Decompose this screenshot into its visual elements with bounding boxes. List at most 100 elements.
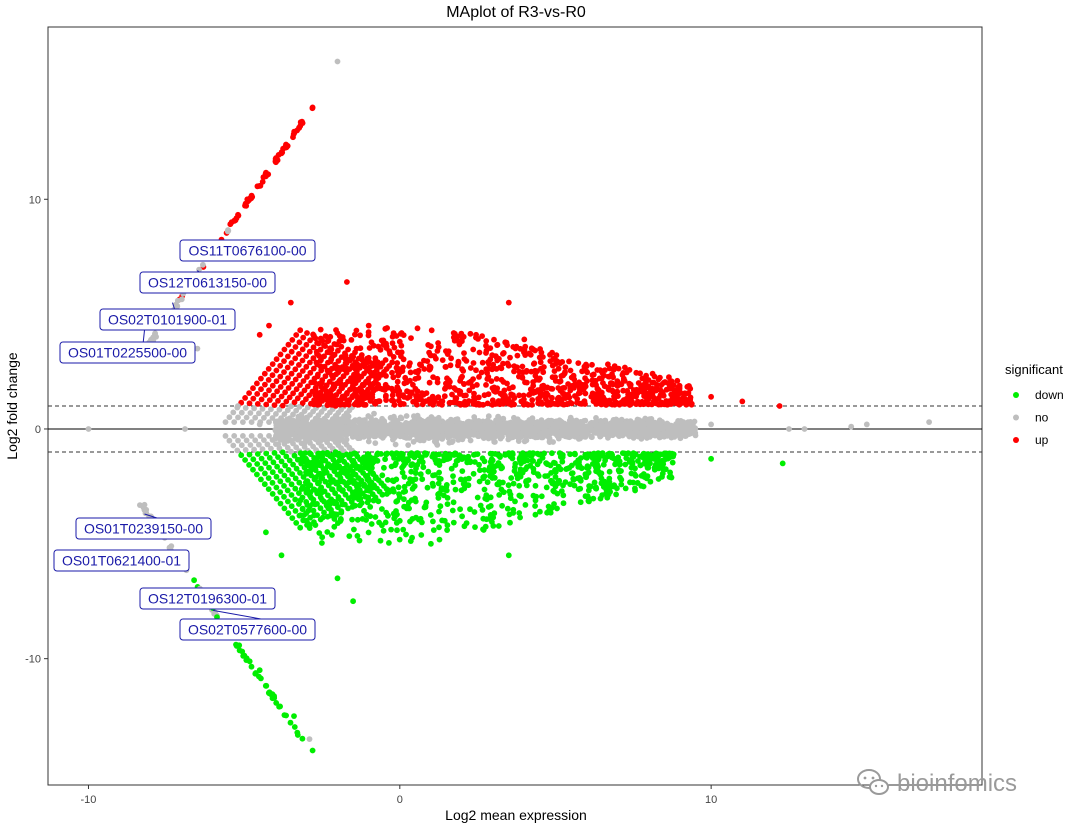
point-down bbox=[414, 462, 421, 468]
point-down bbox=[592, 485, 599, 491]
point-down bbox=[274, 463, 280, 470]
point-up bbox=[258, 375, 264, 382]
point-up bbox=[483, 350, 489, 356]
point-up bbox=[590, 371, 597, 378]
point-down bbox=[617, 474, 623, 481]
point-no bbox=[473, 419, 479, 426]
point-no bbox=[200, 261, 206, 268]
point-up bbox=[338, 343, 345, 350]
point-down bbox=[292, 485, 299, 492]
point-no bbox=[380, 431, 387, 437]
point-up bbox=[365, 332, 372, 339]
point-up bbox=[491, 336, 497, 343]
point-down bbox=[297, 470, 303, 476]
point-no bbox=[278, 436, 284, 443]
point-no bbox=[274, 433, 281, 439]
point-up bbox=[493, 354, 500, 361]
point-no bbox=[533, 427, 540, 434]
point-down bbox=[665, 452, 671, 458]
point-up bbox=[246, 390, 253, 396]
point-up bbox=[677, 389, 683, 396]
point-down bbox=[669, 459, 676, 466]
gene-label: OS01T0239150-00 bbox=[75, 513, 212, 540]
point-up bbox=[299, 400, 306, 406]
point-down bbox=[262, 682, 269, 689]
point-no bbox=[483, 419, 489, 425]
point-down bbox=[505, 482, 512, 489]
point-down bbox=[254, 461, 261, 467]
point-up bbox=[574, 396, 581, 402]
point-up bbox=[303, 341, 310, 348]
point-up bbox=[349, 393, 356, 399]
point-down bbox=[261, 481, 268, 488]
point-up bbox=[398, 349, 405, 356]
point-down bbox=[492, 451, 499, 457]
point-down bbox=[634, 480, 641, 486]
point-no bbox=[248, 433, 255, 439]
point-up bbox=[369, 394, 376, 401]
point-down bbox=[457, 506, 463, 513]
point-up bbox=[606, 386, 613, 393]
point-up bbox=[412, 369, 419, 375]
point-down bbox=[306, 462, 312, 469]
point-up bbox=[290, 390, 296, 397]
point-up bbox=[333, 341, 340, 348]
x-axis-label: Log2 mean expression bbox=[445, 807, 587, 823]
point-down bbox=[388, 526, 394, 533]
point-up bbox=[430, 374, 436, 380]
point-no bbox=[332, 423, 339, 429]
point-up bbox=[650, 394, 657, 401]
point-up bbox=[620, 370, 627, 376]
point-up bbox=[485, 391, 492, 398]
point-no bbox=[471, 414, 478, 420]
point-down bbox=[517, 514, 523, 521]
point-down bbox=[467, 458, 474, 465]
point-up bbox=[294, 395, 301, 402]
point-no bbox=[549, 421, 556, 428]
point-down bbox=[349, 493, 355, 500]
point-no bbox=[637, 430, 644, 437]
point-down bbox=[293, 520, 300, 526]
point-no bbox=[430, 429, 436, 435]
point-up bbox=[289, 380, 296, 387]
point-up bbox=[265, 377, 272, 383]
point-down bbox=[417, 471, 424, 478]
point-down bbox=[366, 483, 373, 490]
point-no bbox=[451, 428, 458, 434]
gene-label-text: OS12T0196300-01 bbox=[148, 591, 267, 607]
legend-entry-down: down bbox=[1035, 388, 1064, 402]
point-down bbox=[435, 491, 441, 498]
point-no bbox=[391, 428, 398, 435]
point-up bbox=[450, 330, 457, 336]
point-no bbox=[372, 433, 379, 440]
point-down bbox=[436, 524, 442, 531]
point-up bbox=[354, 361, 361, 368]
point-no bbox=[671, 434, 678, 440]
point-down bbox=[516, 482, 523, 489]
point-up bbox=[633, 369, 640, 376]
point-up bbox=[568, 374, 575, 381]
point-up bbox=[627, 381, 634, 388]
point-no bbox=[264, 410, 271, 417]
point-no bbox=[524, 422, 531, 428]
point-down bbox=[551, 501, 557, 507]
point-up bbox=[527, 386, 534, 393]
point-up bbox=[294, 127, 300, 134]
point-up bbox=[310, 344, 317, 351]
point-up bbox=[313, 385, 319, 391]
point-no bbox=[273, 411, 279, 417]
point-down bbox=[385, 512, 391, 519]
point-up bbox=[250, 385, 256, 392]
point-down bbox=[317, 505, 324, 512]
point-up bbox=[687, 397, 694, 403]
point-up bbox=[664, 401, 671, 408]
point-up bbox=[261, 370, 268, 377]
point-up bbox=[473, 331, 479, 338]
point-down bbox=[577, 499, 584, 506]
point-up bbox=[288, 348, 295, 355]
point-down bbox=[523, 482, 530, 489]
point-up bbox=[258, 386, 264, 393]
point-no bbox=[415, 422, 421, 429]
point-down bbox=[498, 463, 504, 469]
point-no bbox=[168, 543, 175, 549]
